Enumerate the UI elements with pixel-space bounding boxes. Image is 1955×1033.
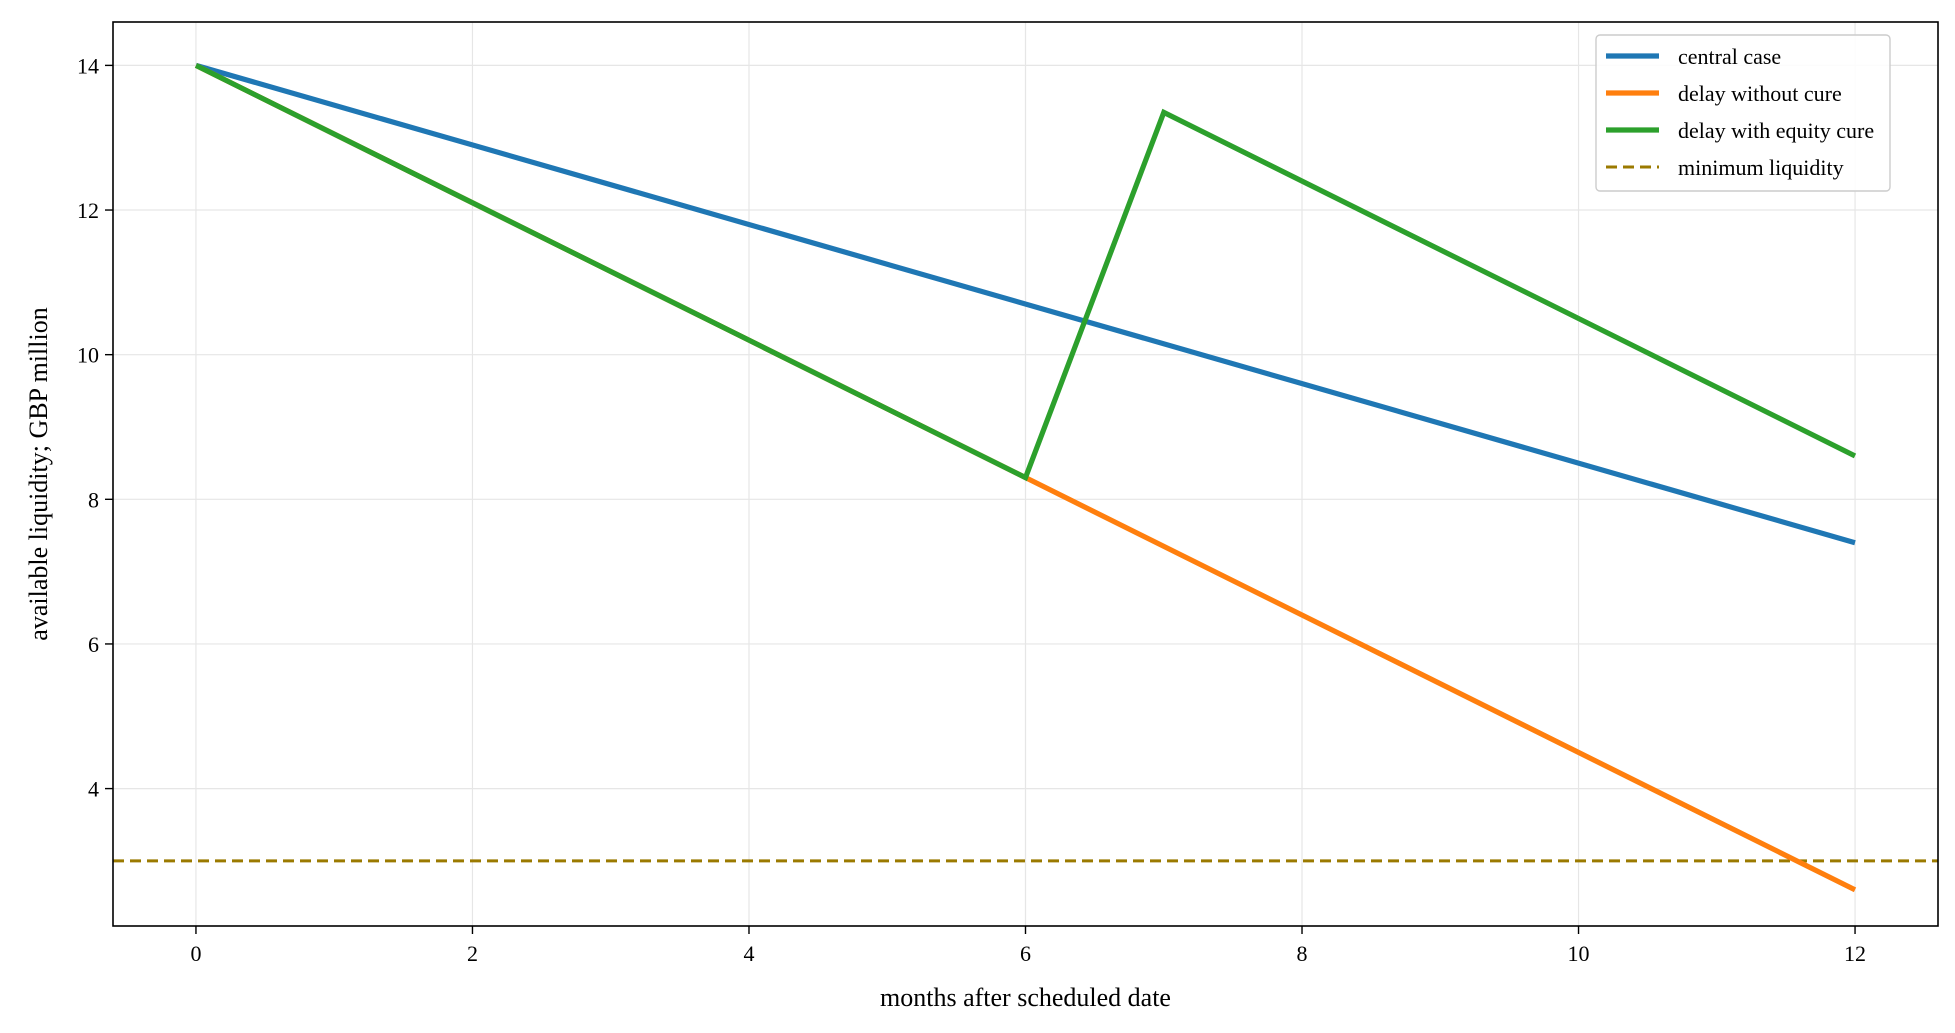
- y-tick-label: 10: [77, 343, 99, 368]
- y-tick-label: 6: [88, 632, 99, 657]
- x-tick-label: 0: [190, 941, 201, 966]
- legend-label: minimum liquidity: [1678, 155, 1844, 180]
- series-lines: [113, 62, 1938, 893]
- axis-ticks: 0 2 4 6 8 10 12 4 6 8 10 12 14: [77, 53, 1866, 966]
- x-tick-label: 2: [467, 941, 478, 966]
- x-tick-label: 6: [1020, 941, 1031, 966]
- delay-with-equity-cure-line: [194, 63, 1857, 482]
- y-tick-label: 4: [88, 777, 99, 802]
- central-case-line: [195, 62, 1856, 546]
- legend-label: central case: [1678, 44, 1781, 69]
- y-axis-label: available liquidity; GBP million: [24, 307, 53, 640]
- y-tick-label: 14: [77, 53, 99, 78]
- y-tick-label: 8: [88, 487, 99, 512]
- x-tick-label: 4: [743, 941, 754, 966]
- x-tick-label: 12: [1844, 941, 1866, 966]
- x-axis-label: months after scheduled date: [880, 983, 1171, 1012]
- legend: central case delay without cure delay with…: [1595, 34, 1891, 192]
- legend-label: delay with equity cure: [1678, 118, 1874, 143]
- legend-box: [1595, 34, 1891, 192]
- legend-label: delay without cure: [1678, 81, 1842, 106]
- x-tick-label: 8: [1297, 941, 1308, 966]
- x-tick-label: 10: [1568, 941, 1590, 966]
- y-tick-label: 12: [77, 198, 99, 223]
